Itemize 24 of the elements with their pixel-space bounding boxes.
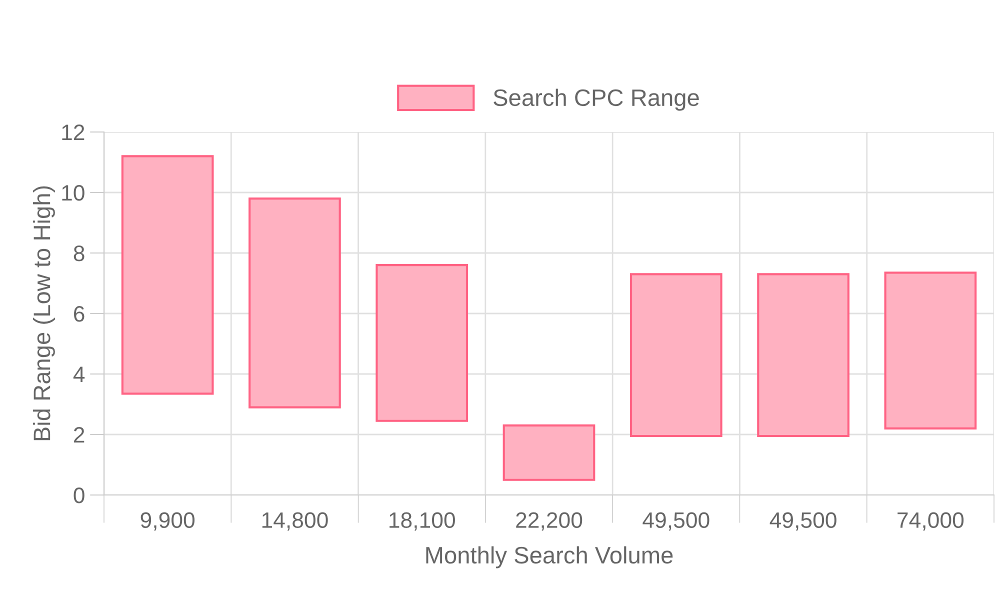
y-tick-label: 12 (62, 124, 84, 140)
y-tick-label: 8 (74, 246, 84, 262)
x-axis-title: Monthly Search Volume (426, 546, 673, 568)
bar (248, 198, 341, 408)
bar (376, 264, 468, 422)
bar (757, 273, 850, 438)
y-tick-label: 0 (74, 488, 84, 504)
x-tick-label: 49,500 (642, 512, 710, 531)
x-tick-label: 18,100 (390, 512, 455, 531)
legend-label: Search CPC Range (494, 88, 699, 111)
bar (884, 272, 977, 430)
y-tick-label: 2 (74, 427, 84, 443)
x-tick-label: 9,900 (140, 512, 195, 531)
bar (630, 273, 722, 438)
x-tick-label: 22,200 (516, 512, 582, 531)
y-axis-title: Bid Range (Low to High) (32, 186, 55, 440)
x-tick-label: 49,500 (770, 512, 836, 531)
y-tick-label: 10 (62, 185, 84, 201)
bar (121, 155, 214, 395)
bar (502, 424, 596, 481)
x-tick-label: 74,000 (898, 512, 964, 531)
y-tick-label: 6 (74, 306, 84, 322)
y-tick-label: 4 (73, 366, 85, 382)
x-tick-label: 14,800 (262, 512, 328, 531)
